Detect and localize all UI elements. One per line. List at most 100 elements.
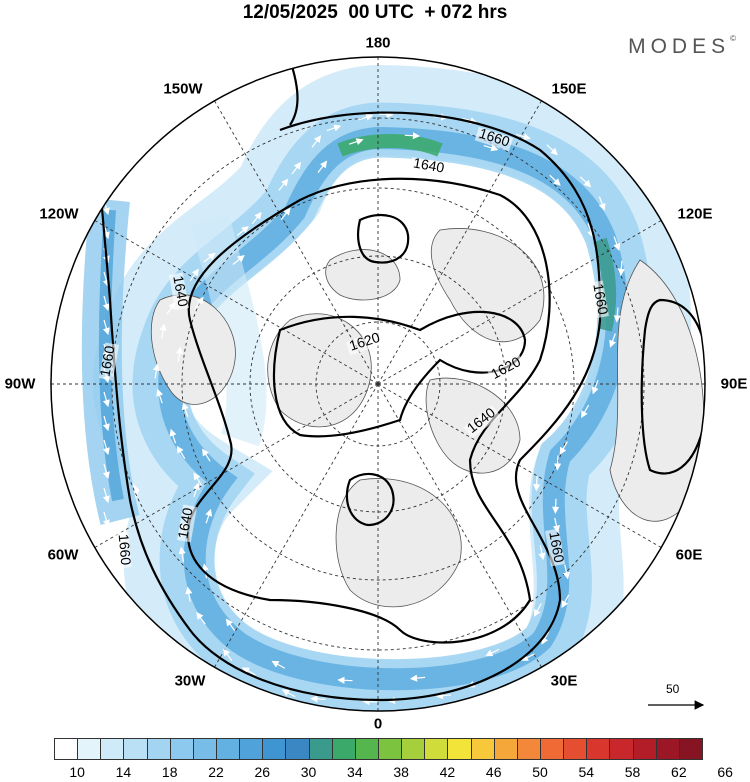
contour-1640 [187,177,551,644]
lon-label-120e: 120E [677,205,713,223]
legend-tick-label: 58 [624,764,641,780]
legend-tick-label: 22 [208,764,224,780]
contour-label: 1640 [412,154,446,175]
wind-arrow [193,472,203,486]
legend-swatch [609,738,634,760]
contour-label: 1640 [170,274,191,308]
wind-arrow [609,333,616,348]
legend-swatch [586,738,611,760]
legend-swatch [354,738,379,760]
contour-label: 1660 [546,530,567,564]
wind-arrow [317,160,328,174]
legend-swatch [378,738,403,760]
contour-label: 1660 [116,533,135,566]
legend-swatch [262,738,287,760]
map-boundary [50,56,706,712]
wind-arrow [362,697,378,706]
legend-swatch [563,738,588,760]
wind-arrow [554,455,562,471]
legend-swatch [100,738,125,760]
wind-arrow [591,379,599,395]
wind-arrow [435,692,452,700]
brand-logo: MODES© [628,34,736,58]
legend-swatch [216,738,241,760]
legend-tick-label: 18 [161,764,178,780]
wind-arrow [562,564,570,580]
wind-arrow [222,648,233,662]
wind-arrow [613,236,621,251]
legend-tick-label: 46 [485,764,502,780]
wind-arrow [358,113,374,121]
legend-tick-label: 50 [532,764,548,780]
wind-arrow [613,307,621,323]
lon-label-180: 180 [365,34,391,52]
wind-arrow [102,487,110,504]
lon-label-60w: 60W [47,546,79,564]
lon-label-90w: 90W [4,375,36,393]
lon-label-30e: 30E [550,672,578,690]
legend-tick-label: 30 [300,764,317,780]
contour-label: 1660 [96,344,117,378]
wind-arrow [516,133,531,141]
legend-swatch [678,738,703,760]
wind-arrow [404,132,421,140]
reference-vector: 50 [646,682,706,718]
legend-swatch [77,738,102,760]
legend-tick-label: 34 [347,764,363,780]
wind-arrow [587,223,595,238]
wind-arrow [152,363,161,379]
legend-tick-label: 66 [717,764,733,780]
wind-arrow [533,476,541,492]
wind-arrow [541,631,550,645]
wind-arrow [102,439,110,456]
reference-vector-label: 50 [666,682,680,696]
legend-swatch [470,738,495,760]
wind-arrow [159,323,167,339]
legend-swatch [447,738,472,760]
wind-arrow [348,138,364,146]
wind-arrow [538,545,546,561]
legend-tick-label: 42 [439,764,456,780]
contour-label: 1660 [590,282,611,316]
wind-arrow [202,448,211,462]
legend-swatch [239,738,264,760]
legend-swatch [493,738,518,760]
legend-tick-label: 62 [671,764,687,780]
wind-arrow [278,178,289,191]
legend-swatch [123,738,148,760]
wind-arrow [533,603,542,617]
legend-swatch [169,738,194,760]
wind-arrow [310,695,326,703]
wind-arrow [102,391,110,408]
wind-arrow [194,296,204,310]
legend-swatch [424,738,449,760]
wind-arrow [549,174,561,186]
wind-arrow [378,110,394,118]
wind-arrow [181,402,189,418]
wind-arrow [546,144,558,156]
legend-swatch [308,738,333,760]
wind-arrow [178,546,186,562]
lon-label-0: 0 [373,715,383,733]
wind-arrow [203,252,216,263]
wind-arrow [236,226,249,236]
lon-label-30w: 30W [174,672,206,690]
legend-swatch [331,738,356,760]
wind-arrow [579,176,592,188]
wind-arrow [102,511,110,528]
wind-arrow [581,349,589,365]
wind-arrow [176,445,186,459]
map-title: 12/05/2025 00 UTC + 072 hrs [242,2,508,23]
wind-arrow [102,295,110,312]
lon-label-120w: 120W [39,205,79,223]
lon-label-90e: 90E [720,375,748,393]
contour-north-low [357,213,410,264]
wind-arrow [580,404,590,419]
wind-arrow [205,508,213,524]
legend-tick-label: 54 [578,764,595,780]
legend-swatch [54,738,79,760]
wind-arrow [271,660,286,669]
legend-swatch [540,738,565,760]
legend-tick-label: 26 [254,764,271,780]
legend-swatch [285,738,310,760]
